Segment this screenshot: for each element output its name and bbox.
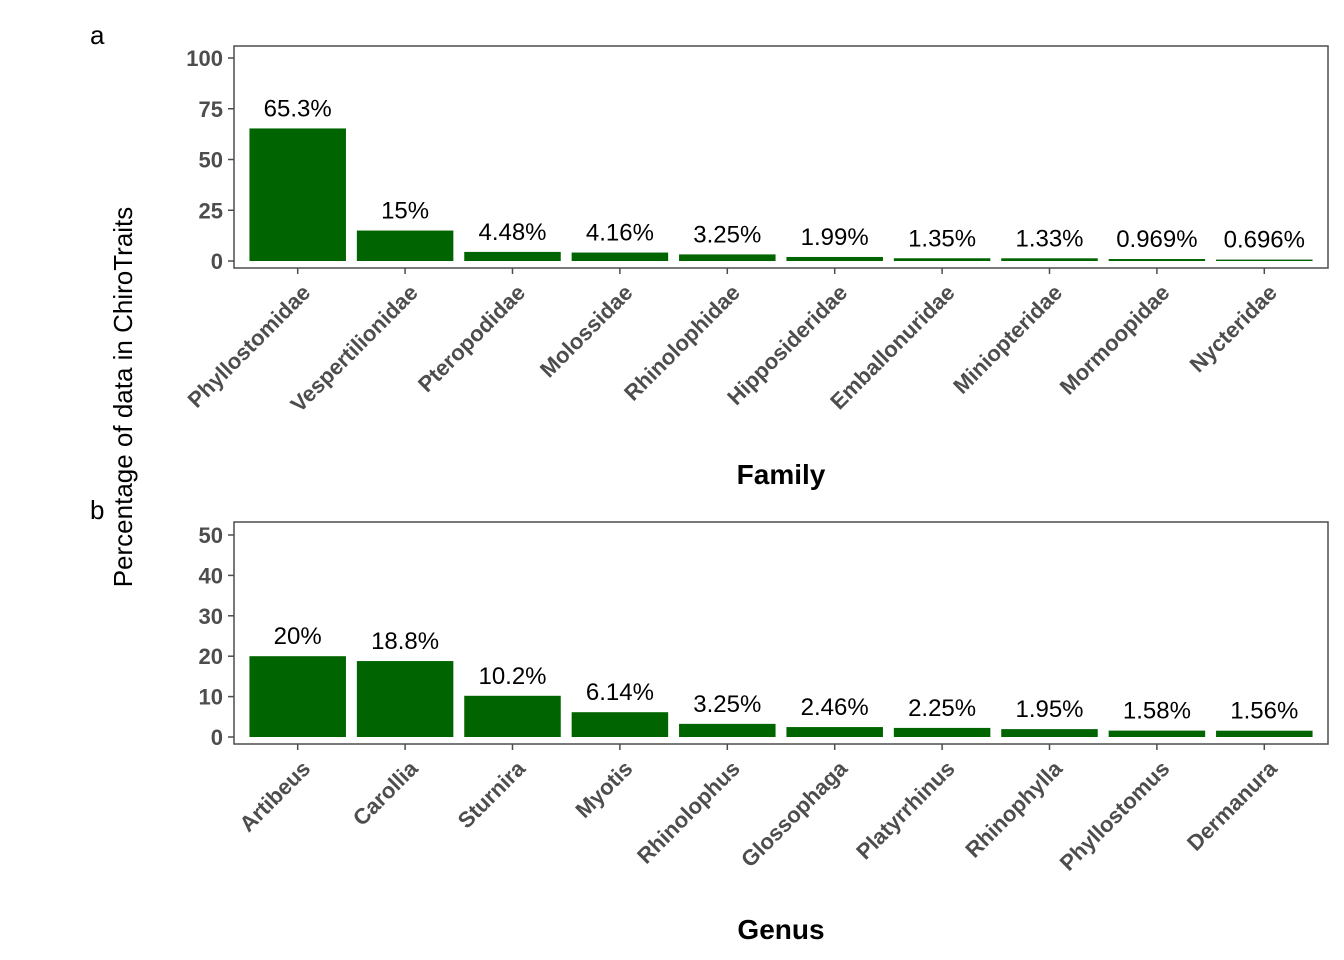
panel-b-genus-chart: b 0 10 20 30 40 50 20% 18.8% 10.2% 6.14% 3.25% 2.4… [90,495,1329,945]
data-label: 0.969% [1116,226,1197,253]
x-tick-label: Molossidae [535,280,637,382]
y-axis: 0 25 50 75 100 [186,46,234,274]
y-tick-label: 0 [211,249,223,274]
x-tick-label: Sturnira [453,755,531,833]
plot-border [233,45,1329,269]
bar-carollia [356,661,454,737]
y-tick-label: 100 [186,46,223,71]
x-tick-label: Glossophaga [736,755,853,872]
bar-mormoopidae [1108,259,1206,261]
bar-myotis [571,712,669,737]
x-tick-label: Rhinolophidae [619,280,745,406]
bar-rhinophylla [1001,729,1098,737]
panel-tag-b: b [90,495,104,525]
x-axis-title: Family [737,459,826,490]
bar-nycteridae [1216,259,1313,261]
data-label: 15% [381,198,429,225]
data-label: 3.25% [693,221,761,248]
y-axis: 0 10 20 30 40 50 [199,523,234,750]
y-tick-label: 25 [199,198,223,223]
panel-tag-a: a [90,20,105,50]
data-label: 0.696% [1224,227,1305,254]
y-tick-label: 0 [211,725,223,750]
plot-border [233,521,1329,745]
bar-artibeus [249,656,346,737]
data-label: 6.14% [586,679,654,706]
bar-rhinolophidae [679,254,776,261]
x-tick-label: Platyrrhinus [851,756,959,864]
y-axis-title: Percentage of data in ChiroTraits [108,207,138,588]
x-axis-title: Genus [737,914,824,945]
x-tick-label: Mormoopidae [1055,280,1175,400]
x-tick-label: Dermanura [1182,755,1282,855]
data-label: 2.46% [801,694,869,721]
y-tick-label: 75 [199,97,223,122]
data-label: 1.99% [801,224,869,251]
x-tick-label: Pteropodidae [413,280,530,397]
data-label: 20% [274,623,322,650]
data-label: 1.56% [1230,698,1298,725]
data-label: 10.2% [478,663,546,690]
data-label: 1.58% [1123,698,1191,725]
x-tick-label: Miniopteridae [948,280,1067,399]
bar-phyllostomidae [249,128,346,261]
x-tick-label: Rhinolophus [632,756,745,869]
bar-glossophaga [786,727,883,737]
data-label: 1.95% [1015,696,1083,723]
bar-molossidae [571,252,669,261]
data-label: 1.35% [908,225,976,252]
bar-hipposideridae [786,256,883,261]
x-tick-label: Carollia [348,755,423,830]
y-tick-label: 50 [199,148,223,173]
bar-dermanura [1216,730,1313,737]
x-axis: Artibeus Carollia Sturnira MyotisRhinolophu… [234,744,1282,876]
bar-emballonuridae [893,258,991,261]
y-tick-label: 30 [199,604,223,629]
x-tick-label: Myotis [570,756,637,823]
data-label: 1.33% [1015,225,1083,252]
bar-miniopteridae [1001,258,1098,261]
bar-platyrrhinus [893,727,991,737]
y-tick-label: 40 [199,563,223,588]
x-tick-label: Nycteridae [1185,280,1282,377]
y-tick-label: 20 [199,644,223,669]
bar-sturnira [464,695,561,737]
bar-rhinolophus [679,723,776,737]
x-tick-label: Rhinophylla [960,755,1067,862]
data-label: 3.25% [693,691,761,718]
x-tick-label: Phyllostomus [1055,756,1175,876]
y-tick-label: 50 [199,523,223,548]
data-label: 65.3% [264,95,332,122]
panel-a-family-chart: a 0 25 50 75 100 65.3% 15% 4.48% 4.16% 3.25% 1.99… [90,20,1329,490]
bar-vespertilionidae [356,230,454,261]
bar-phyllostomus [1108,730,1206,737]
data-label: 2.25% [908,695,976,722]
x-tick-label: Artibeus [234,756,315,837]
bar-series: 65.3% 15% 4.48% 4.16% 3.25% 1.99% 1.35% 1.33% 0.… [249,95,1313,261]
data-label: 4.16% [586,220,654,247]
bar-series: 20% 18.8% 10.2% 6.14% 3.25% 2.46% 2.25% 1.95% 1.… [249,623,1313,737]
y-tick-label: 10 [199,685,223,710]
data-label: 4.48% [478,219,546,246]
x-axis: PhyllostomidaeVespertilionidaePteropodid… [183,268,1282,417]
data-label: 18.8% [371,628,439,655]
bar-pteropodidae [464,251,561,261]
